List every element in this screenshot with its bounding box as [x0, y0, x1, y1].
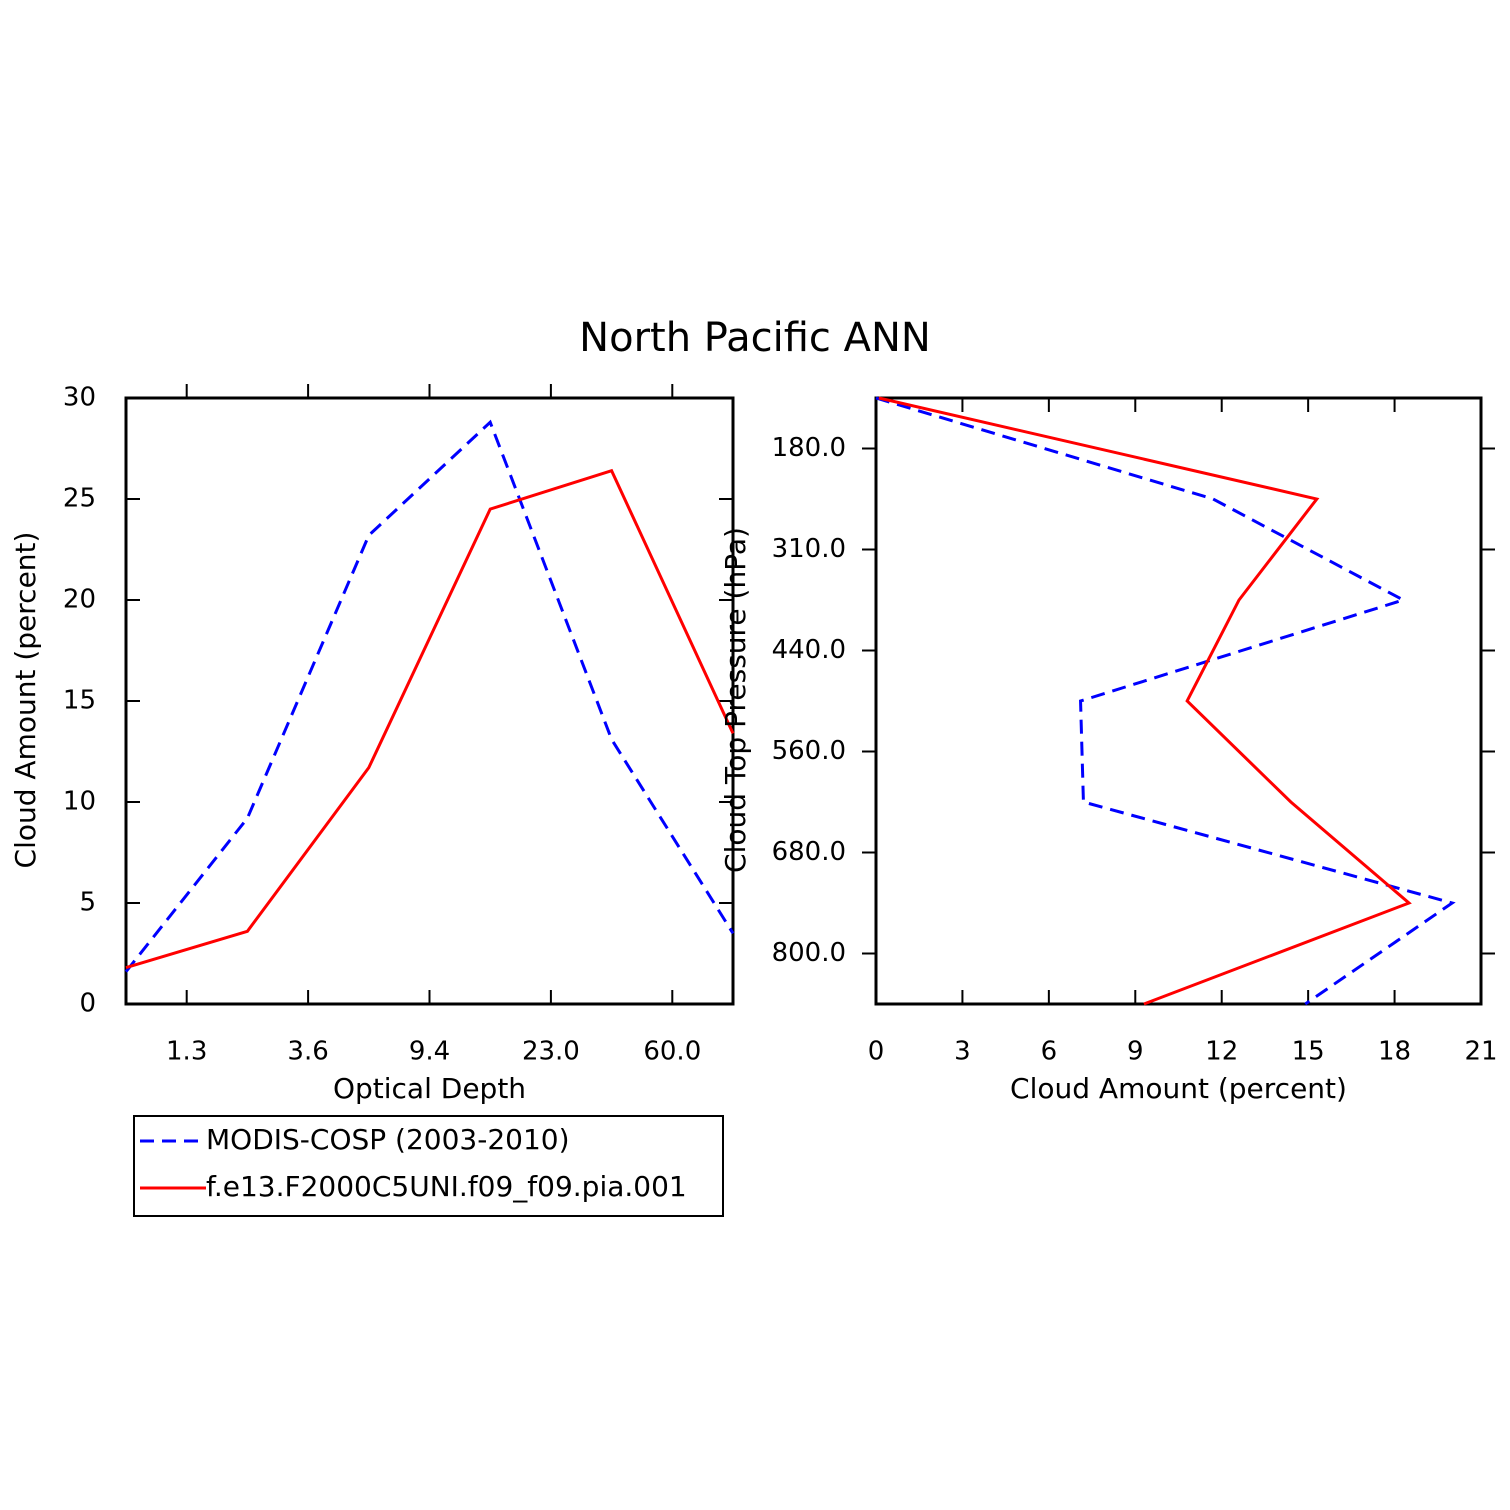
y-tick-label: 180.0: [772, 433, 846, 463]
legend-label: f.e13.F2000C5UNI.f09_f09.pia.001: [206, 1170, 687, 1203]
data-line: [125, 468, 735, 970]
y-tick-label: 5: [79, 888, 96, 918]
y-tick-label: 680.0: [772, 837, 846, 867]
x-tick-label: 60.0: [643, 1037, 701, 1067]
y-tick-label: 440.0: [772, 635, 846, 665]
y-tick-label: 25: [63, 484, 96, 514]
y-axis-label: Cloud Amount (percent): [9, 532, 42, 869]
x-tick-label: 12: [1205, 1037, 1238, 1067]
x-tick-label: 3: [954, 1037, 971, 1067]
x-tick-label: 9: [1127, 1037, 1144, 1067]
y-tick-label: 30: [63, 383, 96, 413]
x-tick-label: 18: [1378, 1037, 1411, 1067]
x-axis-label: Optical Depth: [333, 1072, 526, 1105]
legend-box: [133, 1115, 724, 1217]
data-line: [124, 419, 735, 973]
chart-title: North Pacific ANN: [579, 315, 931, 361]
y-tick-label: 20: [63, 585, 96, 615]
y-tick-label: 310.0: [772, 534, 846, 564]
x-axis-label: Cloud Amount (percent): [1010, 1072, 1347, 1105]
x-tick-label: 1.3: [166, 1037, 207, 1067]
x-tick-label: 9.4: [409, 1037, 450, 1067]
y-tick-label: 10: [63, 787, 96, 817]
x-tick-label: 0: [868, 1037, 885, 1067]
y-tick-label: 0: [79, 989, 96, 1019]
x-tick-label: 23.0: [522, 1037, 580, 1067]
plot-frame: [874, 396, 1483, 1006]
x-tick-label: 3.6: [287, 1037, 328, 1067]
x-tick-label: 21: [1464, 1037, 1497, 1067]
x-tick-label: 6: [1041, 1037, 1058, 1067]
y-tick-label: 800.0: [772, 938, 846, 968]
legend-label: MODIS-COSP (2003-2010): [206, 1123, 570, 1156]
y-tick-label: 15: [63, 686, 96, 716]
x-tick-label: 15: [1292, 1037, 1325, 1067]
data-line: [875, 396, 1456, 1006]
data-line: [878, 396, 1412, 1006]
y-axis-label: Cloud Top Pressure (hPa): [719, 527, 752, 873]
y-tick-label: 560.0: [772, 736, 846, 766]
plot-frame: [124, 396, 735, 1006]
